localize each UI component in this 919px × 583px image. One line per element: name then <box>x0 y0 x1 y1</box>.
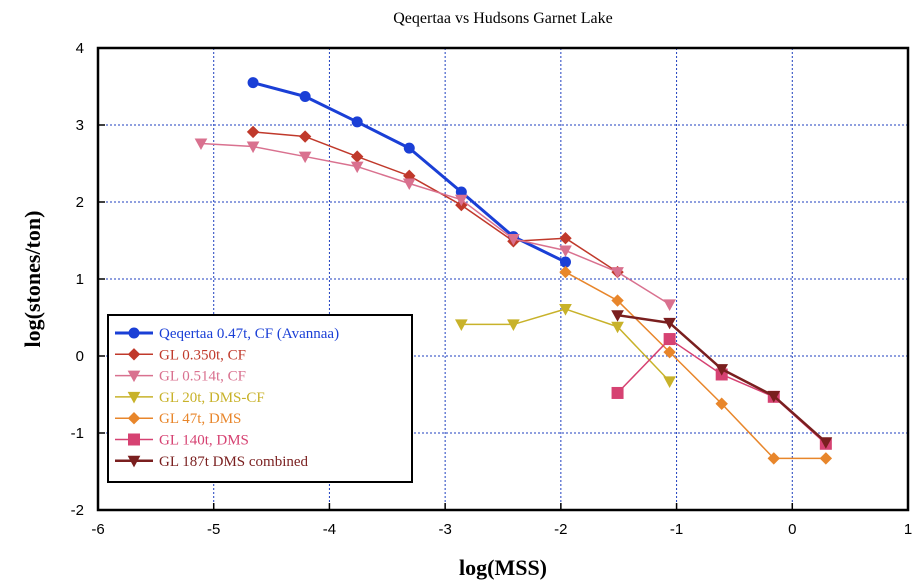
chart-title: Qeqertaa vs Hudsons Garnet Lake <box>393 10 612 27</box>
legend-entry: GL 47t, DMS <box>115 411 241 427</box>
series-line <box>200 142 671 306</box>
series-line <box>617 338 827 445</box>
x-tick-label: -1 <box>670 521 683 538</box>
data-point <box>559 304 572 316</box>
data-point <box>350 150 364 163</box>
data-point <box>663 345 676 359</box>
data-point <box>663 299 676 311</box>
x-tick-label: -6 <box>91 521 104 538</box>
legend-entry: Qeqertaa 0.47t, CF (Avannaa) <box>115 326 339 342</box>
data-point <box>350 161 364 174</box>
legend-entry: GL 140t, DMS <box>115 433 249 449</box>
series-3 <box>194 138 676 311</box>
data-point <box>194 138 208 151</box>
x-tick-label: -3 <box>438 521 451 538</box>
data-point <box>611 294 624 307</box>
series-7 <box>611 310 833 449</box>
data-point <box>246 141 260 154</box>
x-tick-label: 1 <box>904 521 912 538</box>
data-point <box>299 91 311 103</box>
data-point <box>402 178 416 191</box>
data-point <box>611 310 624 322</box>
data-point <box>507 319 520 331</box>
legend-label: GL 140t, DMS <box>159 433 249 449</box>
data-point <box>715 364 729 376</box>
data-point <box>611 267 624 279</box>
data-point <box>559 265 572 279</box>
data-point <box>454 319 468 331</box>
y-tick-label: -1 <box>71 425 84 442</box>
data-point <box>819 437 833 449</box>
legend-entry: GL 0.514t, CF <box>115 369 246 385</box>
series-5 <box>559 265 833 465</box>
legend-label: GL 0.350t, CF <box>159 347 246 363</box>
y-tick-label: 4 <box>76 40 84 57</box>
x-tick-label: -4 <box>323 521 336 538</box>
data-point <box>507 233 520 246</box>
data-point <box>663 317 676 330</box>
data-point <box>559 245 572 258</box>
y-tick-label: 1 <box>76 271 84 288</box>
data-point <box>559 256 571 268</box>
legend-marker <box>127 370 141 383</box>
data-point <box>767 391 781 403</box>
series-6 <box>611 333 832 450</box>
data-point <box>247 77 259 89</box>
y-tick-label: 2 <box>76 194 84 211</box>
legend-label: GL 187t DMS combined <box>159 454 309 470</box>
x-tick-label: -2 <box>554 521 567 538</box>
data-point <box>298 151 312 164</box>
y-tick-label: 0 <box>76 348 84 365</box>
legend-label: GL 47t, DMS <box>159 411 241 427</box>
series-line <box>565 271 826 460</box>
legend-entry: GL 187t DMS combined <box>115 454 309 470</box>
data-point <box>403 142 415 154</box>
series-line <box>252 131 618 273</box>
legend-entry: GL 20t, DMS-CF <box>115 390 265 406</box>
legend-marker <box>128 327 140 339</box>
y-tick-label: 3 <box>76 117 84 134</box>
legend-marker <box>127 411 141 425</box>
data-point <box>611 321 624 334</box>
data-point <box>611 386 624 399</box>
legend: Qeqertaa 0.47t, CF (Avannaa) GL 0.350t, C… <box>107 314 413 483</box>
series-layer <box>194 77 833 465</box>
x-tick-label: -5 <box>207 521 220 538</box>
legend-marker <box>127 348 141 361</box>
data-point <box>819 452 833 465</box>
data-point <box>559 231 572 245</box>
legend-label: Qeqertaa 0.47t, CF (Avannaa) <box>159 326 339 342</box>
legend-marker <box>127 455 141 468</box>
legend-label: GL 20t, DMS-CF <box>159 390 265 406</box>
series-2 <box>246 125 624 279</box>
x-tick-label: 0 <box>788 521 796 538</box>
legend-marker <box>128 433 140 446</box>
data-point <box>351 116 363 128</box>
x-axis-label: log(MSS) <box>459 555 547 580</box>
legend-label: GL 0.514t, CF <box>159 369 246 385</box>
series-4 <box>454 304 676 388</box>
legend-box <box>107 314 413 483</box>
data-point <box>246 125 260 139</box>
axis-ticks: -6 -5 -4 -3 -2 -1 0 1 -2 -1 0 1 2 3 4 <box>71 40 913 538</box>
data-point <box>663 333 676 346</box>
data-point <box>715 397 728 410</box>
legend-marker <box>127 391 141 404</box>
legend-entry: GL 0.350t, CF <box>115 347 246 363</box>
data-point <box>767 452 780 465</box>
y-axis-label: log(stones/ton) <box>20 211 45 348</box>
data-point <box>663 376 676 388</box>
data-point <box>454 194 468 207</box>
data-point <box>298 130 312 143</box>
y-tick-label: -2 <box>71 502 84 519</box>
